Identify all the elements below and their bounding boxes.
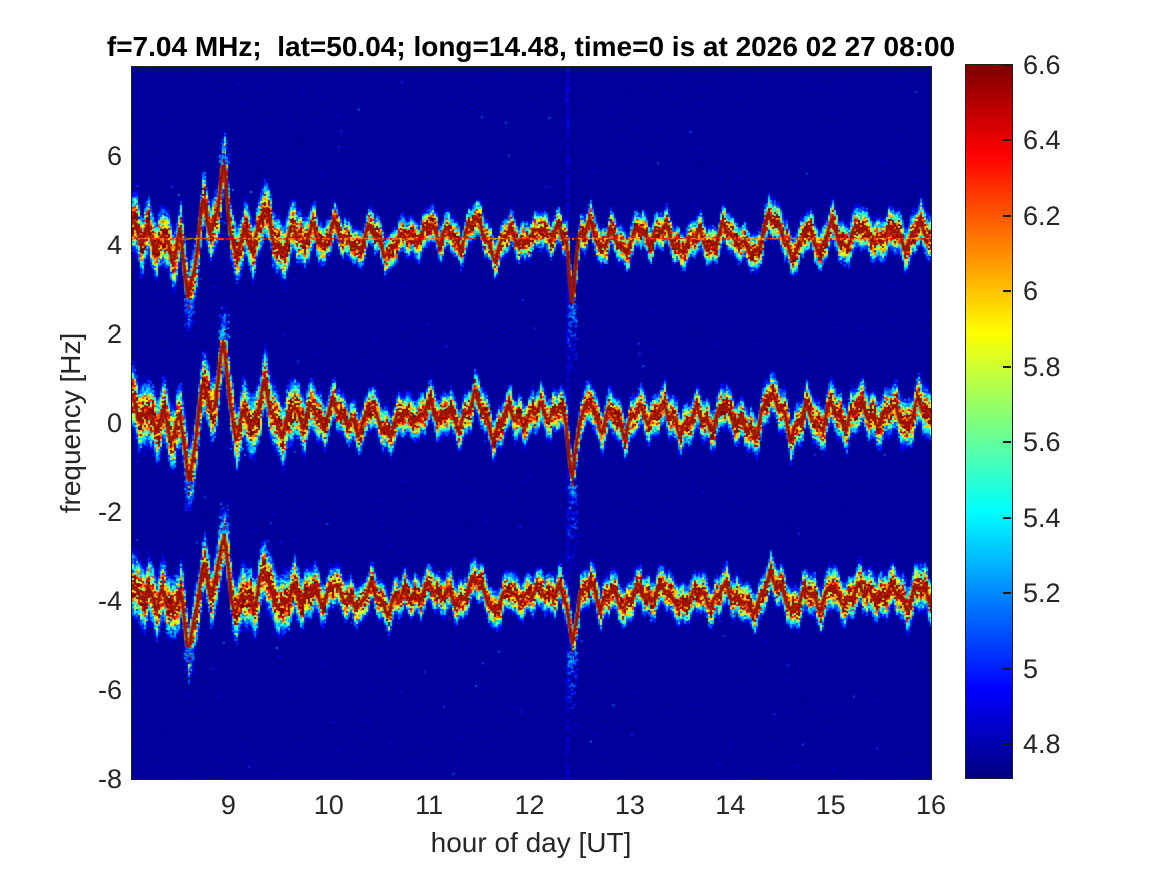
colorbar-tick-mark (1003, 516, 1011, 519)
colorbar-tick-mark (1003, 290, 1011, 293)
spectrogram-image (131, 66, 932, 780)
y-tick-label: 0 (106, 408, 122, 438)
y-tick-label: -6 (97, 675, 122, 705)
y-tick-label: -2 (97, 497, 122, 527)
y-tick-label: 2 (106, 319, 122, 349)
colorbar-tick-mark (1003, 365, 1011, 368)
colorbar-tick-label: 5.6 (1023, 427, 1061, 458)
y-tick-label: 4 (106, 230, 122, 260)
colorbar (965, 64, 1013, 779)
colorbar-tick-mark (1003, 667, 1011, 670)
colorbar-tick-label: 6.4 (1023, 125, 1061, 156)
colorbar-tick-label: 4.8 (1023, 729, 1061, 760)
x-axis-label: hour of day [UT] (430, 827, 632, 858)
colorbar-tick-label: 5 (1023, 653, 1039, 684)
colorbar-tick-mark (1003, 743, 1011, 746)
x-tick-label: 15 (815, 790, 846, 820)
colorbar-tick-label: 6.2 (1023, 200, 1061, 231)
colorbar-tick-mark (1003, 64, 1011, 66)
x-tick-label: 10 (313, 790, 344, 820)
x-tick-label: 12 (514, 790, 545, 820)
plot-title: f=7.04 MHz; lat=50.04; long=14.48, time=… (106, 31, 956, 62)
colorbar-tick-mark (1003, 592, 1011, 595)
x-tick-label: 14 (715, 790, 746, 820)
colorbar-tick-mark (1003, 441, 1011, 444)
colorbar-tick-label: 5.4 (1023, 502, 1061, 533)
colorbar-tick-mark (1003, 139, 1011, 142)
colorbar-tick-mark (1003, 214, 1011, 217)
colorbar-tick-label: 5.2 (1023, 578, 1061, 609)
x-tick-label: 13 (614, 790, 645, 820)
y-tick-label: -4 (97, 586, 122, 616)
x-tick-label: 9 (220, 790, 236, 820)
y-tick-label: 6 (106, 141, 122, 171)
x-tick-label: 11 (415, 790, 444, 820)
colorbar-tick-label: 5.8 (1023, 351, 1061, 382)
colorbar-tick-label: 6 (1023, 276, 1039, 307)
colorbar-tick-label: 6.6 (1023, 50, 1061, 80)
y-tick-label: -8 (97, 764, 122, 794)
x-tick-label: 16 (915, 790, 947, 820)
